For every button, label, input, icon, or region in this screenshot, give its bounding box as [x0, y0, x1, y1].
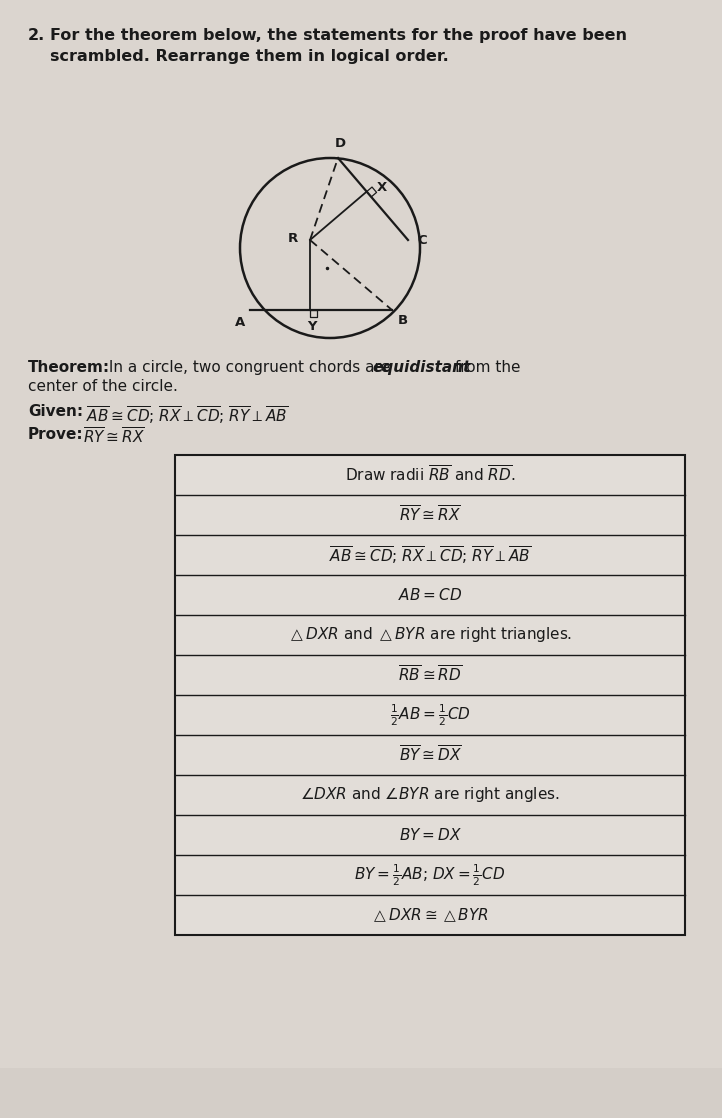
Text: X: X — [377, 181, 387, 195]
FancyBboxPatch shape — [175, 455, 685, 935]
Text: $\frac{1}{2}AB = \frac{1}{2}CD$: $\frac{1}{2}AB = \frac{1}{2}CD$ — [390, 702, 470, 728]
Text: from the: from the — [450, 360, 521, 375]
Text: B: B — [398, 314, 408, 326]
Text: $\overline{RY}\cong\overline{RX}$: $\overline{RY}\cong\overline{RX}$ — [399, 505, 461, 525]
Text: Prove:: Prove: — [28, 427, 84, 442]
Text: Theorem:: Theorem: — [28, 360, 110, 375]
Text: $\overline{AB}\cong\overline{CD}$; $\overline{RX}\perp\overline{CD}$; $\overline: $\overline{AB}\cong\overline{CD}$; $\ove… — [86, 404, 288, 426]
Text: $\triangle DXR\cong\triangle BYR$: $\triangle DXR\cong\triangle BYR$ — [371, 907, 489, 923]
Text: Given:: Given: — [28, 404, 83, 419]
Text: For the theorem below, the statements for the proof have been
scrambled. Rearran: For the theorem below, the statements fo… — [50, 28, 627, 64]
Text: D: D — [334, 138, 346, 150]
Text: $\angle DXR$ and $\angle BYR$ are right angles.: $\angle DXR$ and $\angle BYR$ are right … — [300, 786, 560, 805]
Text: center of the circle.: center of the circle. — [28, 379, 178, 394]
Text: Draw radii $\overline{RB}$ and $\overline{RD}$.: Draw radii $\overline{RB}$ and $\overlin… — [345, 465, 516, 485]
FancyBboxPatch shape — [0, 0, 722, 1068]
Text: C: C — [417, 234, 427, 246]
Text: Y: Y — [308, 320, 317, 333]
Text: A: A — [235, 316, 245, 329]
Text: $\overline{RY}\cong\overline{RX}$: $\overline{RY}\cong\overline{RX}$ — [83, 427, 145, 447]
Text: $\overline{AB}\cong\overline{CD}$; $\overline{RX}\perp\overline{CD}$; $\overline: $\overline{AB}\cong\overline{CD}$; $\ove… — [329, 544, 531, 566]
Text: $BY = DX$: $BY = DX$ — [399, 827, 461, 843]
Text: $\triangle DXR$ and $\triangle BYR$ are right triangles.: $\triangle DXR$ and $\triangle BYR$ are … — [288, 625, 572, 644]
Text: In a circle, two congruent chords are: In a circle, two congruent chords are — [104, 360, 395, 375]
Text: $\overline{RB}\cong\overline{RD}$: $\overline{RB}\cong\overline{RD}$ — [398, 665, 462, 685]
Text: R: R — [288, 231, 298, 245]
Text: $AB = CD$: $AB = CD$ — [398, 587, 462, 603]
Text: 2.: 2. — [28, 28, 45, 42]
Text: $BY = \frac{1}{2}AB$; $DX = \frac{1}{2}CD$: $BY = \frac{1}{2}AB$; $DX = \frac{1}{2}C… — [355, 862, 505, 888]
Text: equidistant: equidistant — [372, 360, 470, 375]
Text: $\overline{BY}\cong\overline{DX}$: $\overline{BY}\cong\overline{DX}$ — [399, 745, 461, 765]
